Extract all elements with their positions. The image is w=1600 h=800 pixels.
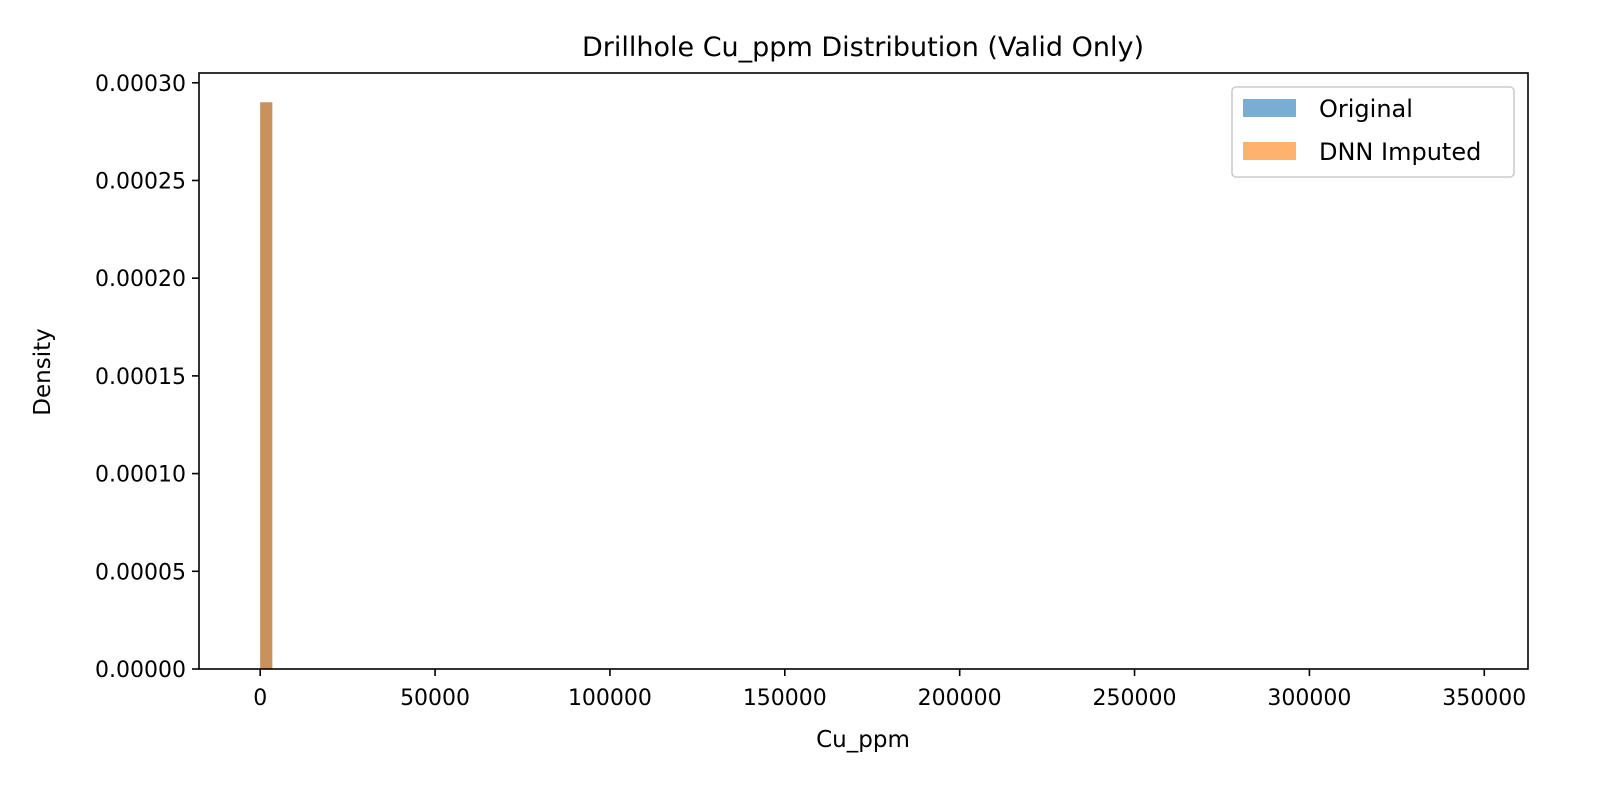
legend-label-dnn-imputed: DNN Imputed [1319, 138, 1481, 166]
bar-dnn-imputed-0 [260, 102, 273, 670]
x-tick-label: 0 [253, 686, 267, 711]
histogram-bars [260, 102, 273, 670]
y-tick-label: 0.00015 [95, 365, 186, 390]
y-tick-label: 0.00005 [95, 560, 186, 585]
legend: Original DNN Imputed [1231, 86, 1515, 178]
x-tick-label: 200000 [918, 686, 1002, 711]
y-tick-label: 0.00010 [95, 463, 186, 488]
y-tick-label: 0.00025 [95, 169, 186, 194]
x-tick-label: 250000 [1093, 686, 1177, 711]
y-tick-label: 0.00030 [95, 72, 186, 97]
plot-frame [198, 72, 1529, 670]
legend-swatch-original [1243, 99, 1296, 117]
x-tick-label: 150000 [743, 686, 827, 711]
x-tick-label: 50000 [400, 686, 470, 711]
y-tick-label: 0.00000 [95, 658, 186, 683]
x-tick-label: 300000 [1267, 686, 1351, 711]
x-axis-ticks: 0 50000 100000 150000 200000 250000 300000 3500… [253, 669, 1526, 711]
x-axis-label: Cu_ppm [816, 727, 910, 753]
x-tick-label: 350000 [1442, 686, 1526, 711]
y-tick-label: 0.00020 [95, 267, 186, 292]
legend-swatch-dnn-imputed [1243, 142, 1296, 160]
chart-title: Drillhole Cu_ppm Distribution (Valid Onl… [582, 32, 1144, 63]
y-axis-ticks: 0.00000 0.00005 0.00010 0.00015 0.00020 0.000… [95, 72, 199, 683]
x-tick-label: 100000 [568, 686, 652, 711]
legend-frame [1231, 86, 1515, 178]
y-axis-label: Density [30, 328, 56, 415]
legend-label-original: Original [1319, 95, 1413, 123]
